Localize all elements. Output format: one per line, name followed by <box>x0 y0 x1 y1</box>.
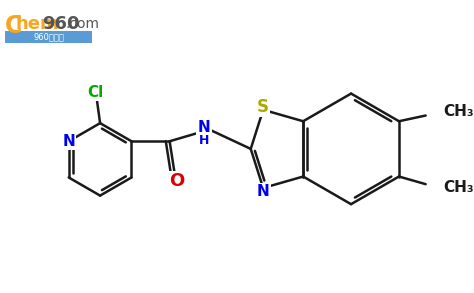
Text: N: N <box>257 184 270 199</box>
Text: N: N <box>63 134 75 149</box>
Text: S: S <box>257 98 269 116</box>
Text: 960: 960 <box>42 16 80 33</box>
Text: CH₃: CH₃ <box>443 180 474 195</box>
Text: 960化工网: 960化工网 <box>33 32 64 41</box>
Text: N: N <box>198 120 210 135</box>
Text: Cl: Cl <box>87 85 103 100</box>
Text: CH₃: CH₃ <box>443 104 474 119</box>
Text: H: H <box>199 134 209 147</box>
Text: O: O <box>169 172 184 190</box>
Text: C: C <box>5 14 22 38</box>
Text: hem: hem <box>15 16 59 33</box>
Text: .com: .com <box>66 17 100 31</box>
Bar <box>5 31 92 43</box>
